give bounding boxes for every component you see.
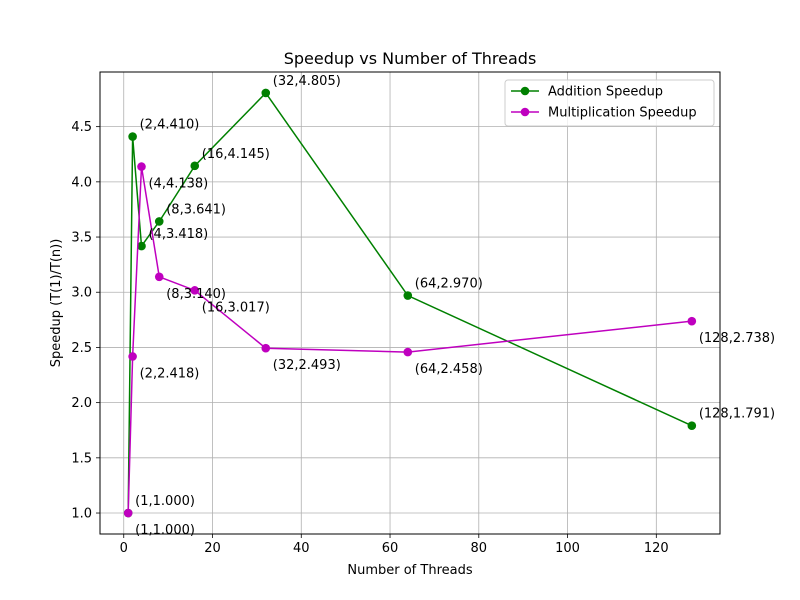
data-label: (8,3.641) — [166, 202, 226, 217]
data-label: (4,3.418) — [148, 227, 208, 242]
data-label: (2,4.410) — [140, 118, 200, 133]
series-2-point — [261, 343, 271, 353]
data-label: (64,2.458) — [415, 362, 483, 377]
y-tick-label: 4.0 — [71, 175, 92, 190]
y-tick-label: 2.5 — [71, 341, 92, 356]
series-2-point — [137, 162, 146, 171]
data-label: (128,2.738) — [699, 331, 775, 346]
y-tick-label: 4.5 — [71, 120, 92, 135]
grid — [100, 72, 720, 534]
series-line-1 — [127, 91, 693, 514]
series-2-point — [687, 316, 697, 326]
legend-label: Addition Speedup — [548, 85, 663, 100]
series-1-point — [128, 132, 137, 141]
series-1-point — [403, 291, 413, 300]
series-2-point — [403, 347, 413, 357]
legend-marker — [520, 86, 530, 96]
x-axis-label: Number of Threads — [347, 563, 472, 578]
data-label: (16,4.145) — [202, 147, 270, 162]
series-2-point — [154, 272, 164, 282]
x-tick-label: 100 — [555, 541, 580, 556]
series-2-point — [128, 352, 137, 361]
series-2-point — [123, 508, 133, 518]
x-tick-label: 60 — [382, 541, 399, 556]
legend: Addition Speedup Multiplication Speedup — [504, 79, 715, 127]
data-label: (2,2.418) — [140, 366, 200, 381]
series-1-point — [154, 217, 164, 226]
data-label: (16,3.017) — [202, 300, 270, 315]
legend-marker — [520, 107, 530, 117]
plot-frame — [99, 71, 721, 535]
data-label: (128,1.791) — [699, 407, 775, 422]
data-label: (64,2.970) — [415, 277, 483, 292]
x-tick-label: 20 — [204, 541, 221, 556]
chart-title: Speedup vs Number of Threads — [284, 49, 537, 68]
ticks: 0 20 40 60 80 100 120 1.0 1.5 2.0 2.5 3.0 3.5 4.0 4.5 — [71, 120, 668, 556]
legend-box — [504, 79, 715, 127]
series-1-point — [687, 421, 697, 431]
x-tick-label: 80 — [471, 541, 488, 556]
x-tick-label: 120 — [644, 541, 669, 556]
data-label: (1,1.000) — [135, 523, 195, 538]
data-label: (8,3.140) — [166, 287, 226, 302]
legend-label: Multiplication Speedup — [548, 106, 697, 121]
series-line-2 — [127, 166, 692, 514]
y-tick-label: 3.0 — [71, 286, 92, 301]
x-tick-label: 40 — [293, 541, 310, 556]
series-1-point — [190, 161, 200, 171]
y-tick-label: 3.5 — [71, 231, 92, 246]
y-axis-label: Speedup (T(1)/T(n)) — [49, 239, 64, 368]
series-2-point — [190, 286, 200, 295]
x-tick-label: 0 — [120, 541, 128, 556]
data-label: (4,4.138) — [148, 177, 208, 192]
data-label: (1,1.000) — [135, 494, 195, 509]
y-tick-label: 2.0 — [71, 396, 92, 411]
series-1-point — [137, 241, 146, 251]
data-label: (32,4.805) — [273, 74, 341, 89]
data-label: (32,2.493) — [273, 358, 341, 373]
y-tick-label: 1.5 — [71, 451, 92, 466]
series-1-point — [261, 88, 271, 98]
y-tick-label: 1.0 — [71, 507, 92, 522]
series-layer — [123, 88, 697, 518]
